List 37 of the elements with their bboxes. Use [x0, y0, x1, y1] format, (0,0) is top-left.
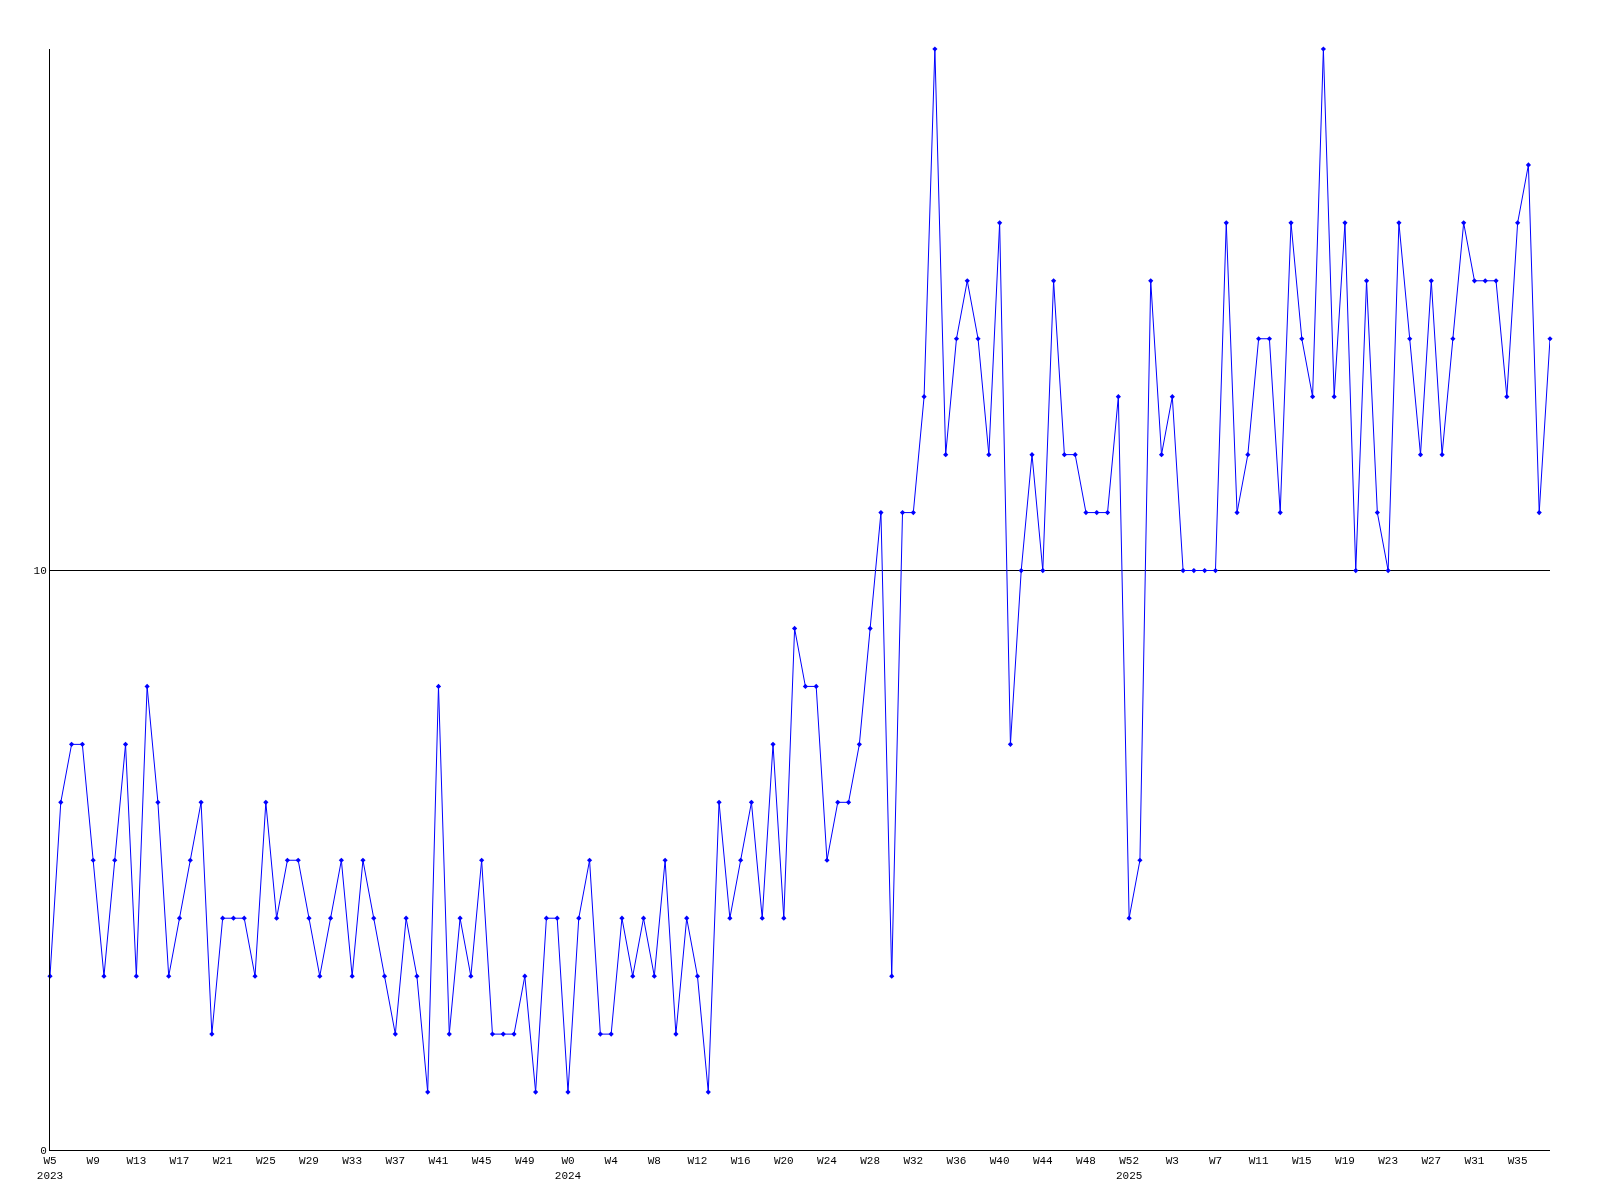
x-tick-label: W9 [86, 1155, 100, 1168]
x-tick-label: W37 [385, 1155, 406, 1168]
x-tick-label: W52 2025 [1115, 1155, 1143, 1182]
x-tick-label: W21 [212, 1155, 233, 1168]
x-tick-label: W20 [773, 1155, 794, 1168]
x-tick-label: W0 2024 [554, 1155, 582, 1182]
x-tick-label: W3 [1165, 1155, 1179, 1168]
x-tick-label: W12 [687, 1155, 708, 1168]
x-tick-label: W45 [471, 1155, 492, 1168]
x-tick-label: W49 [514, 1155, 535, 1168]
x-tick-label: W35 [1507, 1155, 1528, 1168]
x-tick-label: W7 [1208, 1155, 1223, 1168]
x-tick-label: W33 [342, 1155, 363, 1168]
x-tick-label: W41 [428, 1155, 449, 1168]
x-tick-label: W29 [299, 1155, 319, 1168]
x-tick-label: W16 [730, 1155, 751, 1168]
y-tick-label: 0 [40, 1144, 47, 1157]
x-tick-label: W8 [647, 1155, 661, 1168]
x-tick-label: W5 2023 [36, 1155, 64, 1182]
x-tick-label: W48 [1076, 1155, 1096, 1168]
x-tick-label: W32 [903, 1155, 924, 1168]
x-tick-label: W17 [169, 1155, 190, 1168]
x-tick-label: W25 [255, 1155, 276, 1168]
x-tick-label: W40 [989, 1155, 1010, 1168]
x-tick-label: W24 [817, 1155, 838, 1168]
x-tick-label: W23 [1378, 1155, 1399, 1168]
x-tick-label: W36 [946, 1155, 967, 1168]
x-tick-label: W44 [1032, 1155, 1054, 1168]
x-tick-label: W4 [604, 1155, 619, 1168]
x-tick-label: W28 [860, 1155, 881, 1168]
x-tick-label: W15 [1291, 1155, 1312, 1168]
x-tick-label: W13 [126, 1155, 147, 1168]
x-tick-label: W19 [1335, 1155, 1355, 1168]
y-tick-label: 10 [33, 565, 47, 578]
x-tick-label: W11 [1248, 1155, 1269, 1168]
x-tick-label: W31 [1464, 1155, 1485, 1168]
x-tick-label: W27 [1421, 1155, 1442, 1168]
